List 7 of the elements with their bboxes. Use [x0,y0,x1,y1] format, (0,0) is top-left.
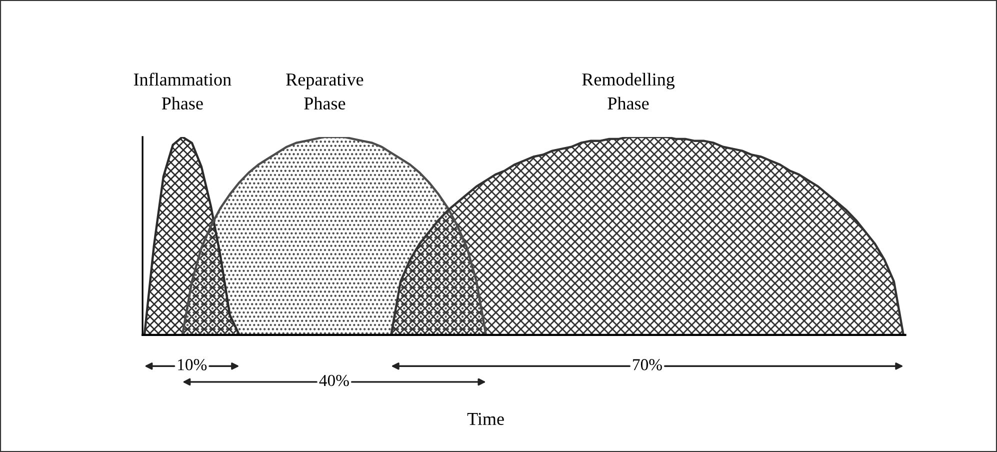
text: 40% [319,374,349,386]
x-axis-title: Time [467,412,504,426]
text: 10% [178,359,207,370]
series-label: Remodelling Phase [582,72,675,110]
series-label: Reparative Phase [286,74,364,110]
text: Inflammation Phase [134,72,232,110]
text: 70% [633,359,662,370]
